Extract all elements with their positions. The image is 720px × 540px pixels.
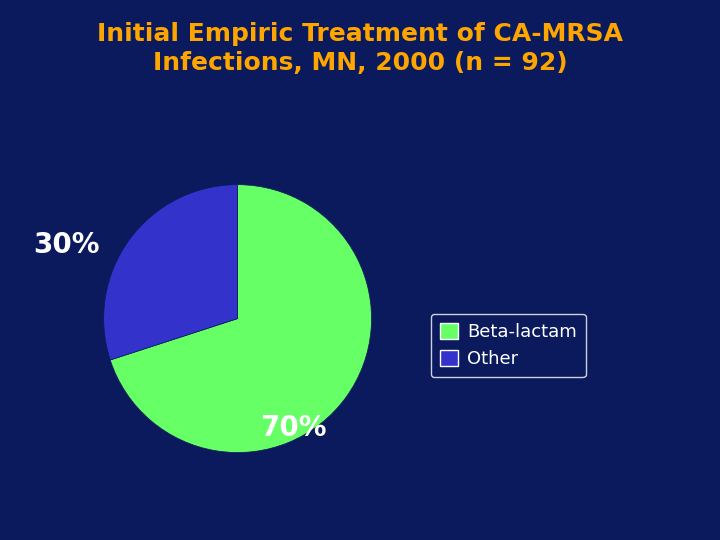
Wedge shape: [104, 185, 238, 360]
Text: 70%: 70%: [261, 414, 327, 442]
Wedge shape: [110, 185, 372, 453]
Text: Initial Empiric Treatment of CA-MRSA
Infections, MN, 2000 (n = 92): Initial Empiric Treatment of CA-MRSA Inf…: [97, 22, 623, 75]
Text: 30%: 30%: [33, 231, 99, 259]
Legend: Beta-lactam, Other: Beta-lactam, Other: [431, 314, 585, 377]
